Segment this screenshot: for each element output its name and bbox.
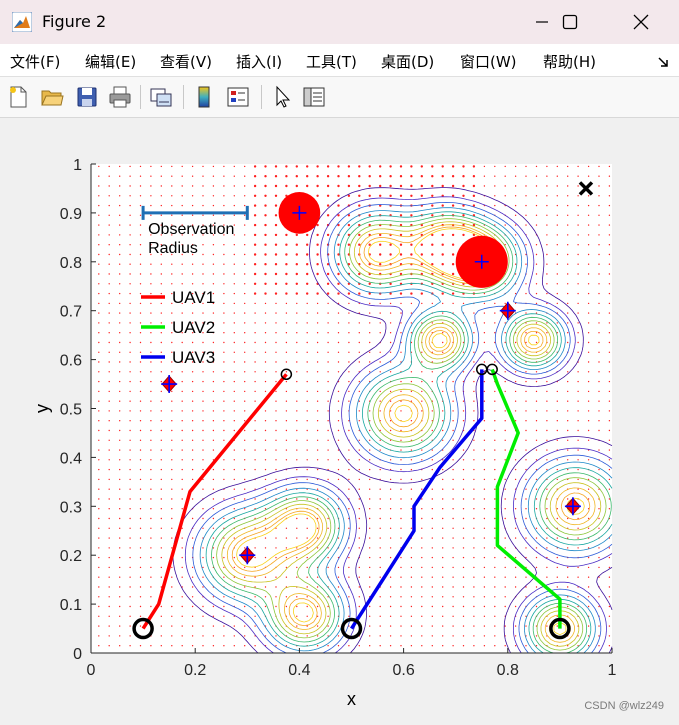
property-inspector-icon[interactable]	[302, 85, 326, 109]
threat-center-1	[292, 205, 307, 220]
menu-file[interactable]: 文件(F)	[10, 53, 61, 71]
uav-path-3[interactable]	[350, 369, 484, 630]
figure-canvas: Observation Radius 0 0.2 0.4 0.6 0.8 1 0 0.1 0.2 0…	[0, 118, 679, 721]
menu-insert[interactable]: 插入(I)	[236, 53, 283, 71]
y-tick-label: 0	[73, 646, 82, 663]
marker-layer: Observation Radius	[132, 181, 594, 640]
observation-radius-label: Radius	[148, 240, 198, 257]
contour-line-0	[172, 187, 613, 654]
menu-window[interactable]: 窗口(W)	[460, 53, 517, 71]
legend-label-uav1: UAV1	[172, 288, 215, 307]
minimize-icon	[536, 21, 548, 23]
contour-line-4	[205, 211, 613, 654]
contour-line-8	[226, 224, 596, 643]
pointer-icon[interactable]	[271, 85, 295, 109]
end-point-3[interactable]	[486, 363, 498, 376]
contour-line-5	[211, 215, 612, 654]
print-icon[interactable]	[108, 85, 132, 109]
maximize-button[interactable]	[542, 0, 598, 44]
y-tick-label: 0.9	[60, 206, 82, 223]
observation-radius-label: Observation	[148, 221, 234, 238]
threat-layer	[278, 192, 508, 288]
window-title: Figure 2	[42, 12, 107, 31]
start-point-2[interactable]	[340, 617, 363, 640]
y-axis-label: y	[32, 404, 52, 413]
y-tick-label: 0.6	[60, 353, 82, 370]
x-tick-label: 0.2	[184, 662, 206, 679]
legend-label-uav2: UAV2	[172, 318, 215, 337]
legend: UAV1 UAV2 UAV3	[141, 288, 215, 367]
close-button[interactable]	[613, 0, 669, 44]
menu-help[interactable]: 帮助(H)	[543, 53, 596, 71]
menu-bar: 文件(F) 编辑(E) 查看(V) 插入(I) 工具(T) 桌面(D) 窗口(W…	[0, 44, 679, 77]
toolbar	[0, 77, 679, 118]
contour-line-2	[192, 202, 613, 654]
minimize-button[interactable]	[514, 0, 570, 44]
menu-tools[interactable]: 工具(T)	[306, 53, 357, 71]
x-tick-label: 1	[608, 662, 617, 679]
menu-desktop[interactable]: 桌面(D)	[381, 53, 435, 71]
target-cross-2	[239, 546, 256, 565]
axis-layer: 0 0.2 0.4 0.6 0.8 1 0 0.1 0.2 0.3 0.4 0.5 0.6 0.7 0.8 0…	[60, 157, 617, 679]
target-cross-3	[499, 301, 516, 320]
start-point-1[interactable]	[132, 617, 154, 640]
path-layer	[141, 368, 562, 630]
contour-layer	[172, 187, 613, 654]
new-figure-icon[interactable]	[6, 85, 30, 109]
y-tick-label: 0.7	[60, 304, 82, 321]
x-tick-label: 0.6	[392, 662, 414, 679]
close-icon	[633, 14, 649, 30]
title-bar[interactable]: Figure 2	[0, 0, 679, 44]
toolbar-separator	[183, 85, 184, 109]
target-cross-1	[161, 375, 178, 394]
goal-marker[interactable]	[578, 181, 594, 196]
y-tick-label: 0.5	[60, 402, 82, 419]
end-point-1[interactable]	[280, 368, 293, 381]
toolbar-separator	[261, 85, 262, 109]
y-tick-label: 0.1	[60, 597, 82, 614]
x-tick-label: 0.4	[288, 662, 310, 679]
menu-edit[interactable]: 编辑(E)	[85, 53, 137, 71]
legend-label-uav3: UAV3	[172, 348, 215, 367]
matlab-icon	[12, 12, 32, 32]
y-tick-label: 0.4	[60, 450, 82, 467]
target-cross-4	[564, 497, 581, 516]
y-tick-label: 0.2	[60, 548, 82, 565]
x-axis-label: x	[347, 689, 356, 709]
link-plot-icon[interactable]	[149, 85, 173, 109]
x-tick-label: 0.8	[497, 662, 519, 679]
y-tick-label: 1	[73, 157, 82, 174]
uav-path-1[interactable]	[141, 373, 288, 630]
colorbar-icon[interactable]	[193, 85, 217, 109]
watermark: CSDN @wlz249	[584, 700, 664, 712]
start-point-3[interactable]	[549, 617, 571, 640]
y-tick-label: 0.8	[60, 255, 82, 272]
contour-line-1	[184, 196, 613, 654]
contour-line-7	[221, 221, 602, 647]
contour-line-3	[199, 207, 613, 654]
threat-center-2	[474, 254, 489, 269]
open-file-icon[interactable]	[40, 85, 64, 109]
save-icon[interactable]	[75, 85, 99, 109]
dock-arrow-icon[interactable]	[657, 56, 669, 68]
toolbar-separator	[140, 85, 141, 109]
legend-icon[interactable]	[226, 85, 250, 109]
menu-view[interactable]: 查看(V)	[160, 53, 212, 71]
y-tick-label: 0.3	[60, 499, 82, 516]
x-tick-label: 0	[87, 662, 96, 679]
contour-line-6	[216, 218, 607, 651]
uav-path-2[interactable]	[490, 368, 562, 629]
maximize-icon	[562, 14, 578, 30]
observation-radius-bar	[141, 205, 249, 220]
